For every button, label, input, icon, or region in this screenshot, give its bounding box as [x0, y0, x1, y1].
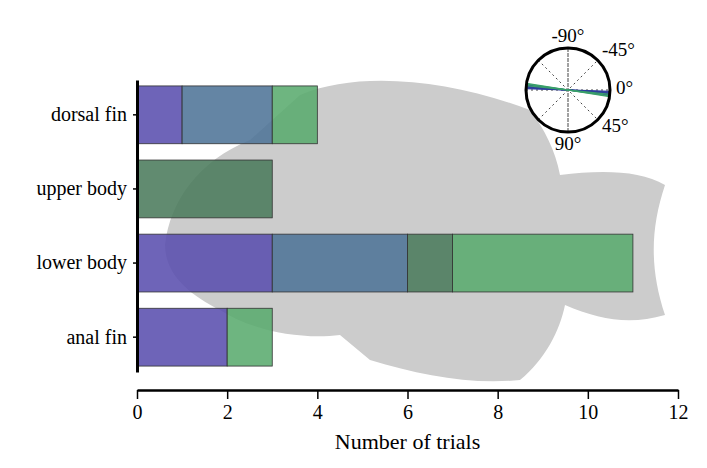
y-tick: lower body — [36, 251, 137, 274]
polar-tick-label: -90° — [552, 25, 585, 46]
x-tick-label: 2 — [223, 401, 233, 423]
y-tick: upper body — [36, 177, 137, 200]
polar-frame — [526, 48, 610, 132]
y-axis: dorsal fin upper body lower body anal fin — [36, 81, 137, 373]
y-tick: dorsal fin — [51, 103, 137, 125]
bar-segment — [182, 86, 272, 144]
x-tick-mark — [137, 390, 139, 399]
x-tick-label: 12 — [669, 401, 689, 423]
bar-segment — [137, 86, 182, 144]
y-tick-mark — [133, 336, 137, 338]
x-tick-label: 10 — [578, 401, 598, 423]
bar-segment — [137, 160, 272, 218]
chart-root: 0 2 4 6 8 10 12 dorsal fin upper body lower body a… — [0, 0, 707, 468]
x-tick-mark — [588, 390, 590, 399]
angle-line — [527, 83, 610, 96]
y-tick: anal fin — [66, 326, 137, 348]
x-tick: 4 — [313, 390, 323, 423]
polar-background — [526, 48, 610, 132]
bar-segment — [408, 234, 453, 292]
bar-segment — [272, 160, 273, 218]
polar-tick-label: 45° — [602, 115, 629, 136]
x-axis: 0 2 4 6 8 10 12 — [133, 390, 689, 423]
y-tick-label: dorsal fin — [51, 103, 127, 125]
x-tick: 10 — [578, 390, 598, 423]
bar-segment — [453, 234, 633, 292]
x-tick-label: 4 — [313, 401, 323, 423]
y-tick-mark — [133, 188, 137, 190]
x-axis-title: Number of trials — [335, 429, 480, 454]
bar-segment — [272, 86, 317, 144]
x-tick-label: 0 — [133, 401, 143, 423]
x-tick: 6 — [403, 390, 413, 423]
polar-tick-label: 0° — [616, 77, 633, 98]
x-tick-label: 8 — [493, 401, 503, 423]
bar-segment — [272, 234, 407, 292]
y-tick-label: lower body — [36, 251, 127, 274]
polar-lines — [526, 83, 610, 96]
x-tick: 0 — [133, 390, 143, 423]
y-tick-mark — [133, 262, 137, 264]
x-tick-mark — [227, 390, 229, 399]
x-tick-mark — [497, 390, 499, 399]
x-tick: 12 — [669, 390, 689, 423]
bar-segment — [227, 308, 272, 366]
x-tick: 2 — [223, 390, 233, 423]
bar-segment — [137, 308, 227, 366]
polar-tick-label: -45° — [602, 39, 635, 60]
x-tick-mark — [317, 390, 319, 399]
bar-segment — [137, 234, 272, 292]
x-tick-mark — [407, 390, 409, 399]
y-axis-line — [136, 81, 139, 373]
y-tick-label: anal fin — [66, 326, 127, 348]
x-tick: 8 — [493, 390, 503, 423]
polar-tick-label: 90° — [555, 133, 582, 154]
y-tick-mark — [133, 114, 137, 116]
y-tick-label: upper body — [36, 177, 127, 200]
x-tick-mark — [678, 390, 680, 399]
angle-line — [526, 84, 609, 96]
x-tick-label: 6 — [403, 401, 413, 423]
